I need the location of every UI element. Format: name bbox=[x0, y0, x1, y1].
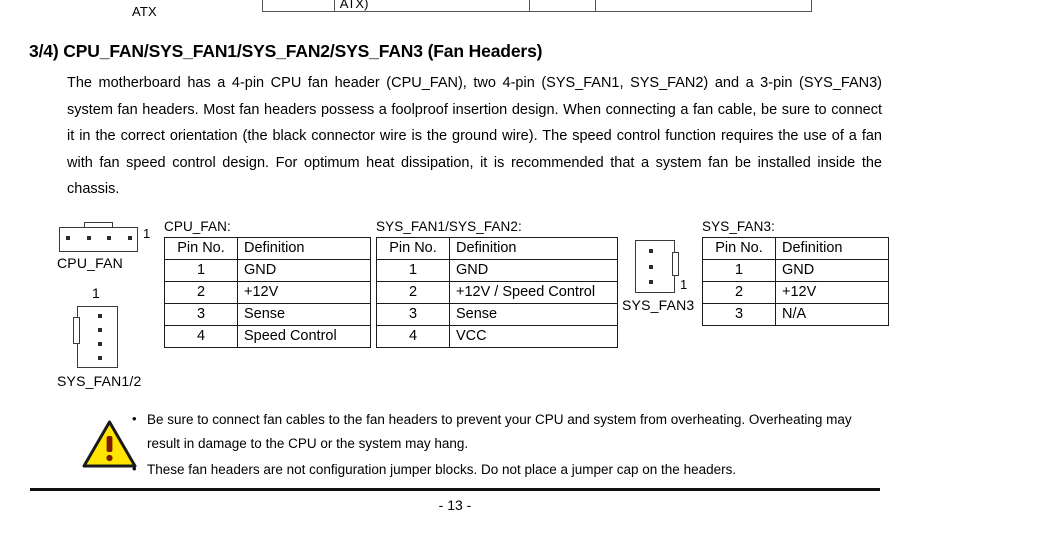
cell-pin-no: 3 bbox=[702, 303, 776, 326]
pin-dot bbox=[649, 280, 653, 284]
sys-fan12-pin-table-block: SYS_FAN1/SYS_FAN2: Pin No. Definition 1 … bbox=[376, 219, 618, 348]
table-row: 4 VCC bbox=[376, 325, 618, 348]
cpu-fan-caption: CPU_FAN bbox=[57, 255, 123, 271]
section-heading: 3/4) CPU_FAN/SYS_FAN1/SYS_FAN2/SYS_FAN3 … bbox=[29, 41, 543, 61]
cell-definition: +12V / Speed Control bbox=[449, 281, 618, 304]
column-header-pin-no: Pin No. bbox=[164, 237, 238, 260]
cpu-fan-pin-table: Pin No. Definition 1 GND 2 +12V 3 Sense … bbox=[164, 237, 371, 348]
cpu-fan-pin-one-label: 1 bbox=[143, 226, 151, 241]
sys-fan3-connector-pins bbox=[649, 249, 653, 284]
table-row: 3 Sense bbox=[164, 303, 371, 326]
sys-fan3-pin-one-label: 1 bbox=[680, 277, 688, 292]
sys-fan12-connector-pins bbox=[98, 314, 102, 360]
table-row: 2 +12V bbox=[164, 281, 371, 304]
cell-pin-no: 4 bbox=[376, 325, 450, 348]
sys-fan3-pin-table-block: SYS_FAN3: Pin No. Definition 1 GND 2 +12… bbox=[702, 219, 889, 326]
cpu-fan-connector-pins bbox=[66, 236, 132, 240]
cell-definition: VCC bbox=[449, 325, 618, 348]
column-header-definition: Definition bbox=[449, 237, 618, 260]
table-row: 1 GND bbox=[376, 259, 618, 282]
table-row: 1 GND bbox=[164, 259, 371, 282]
sys-fan12-pin-one-label: 1 bbox=[92, 285, 100, 301]
cell-definition: GND bbox=[449, 259, 618, 282]
fragment-cell-2: ATX) bbox=[335, 0, 531, 11]
table-row: 2 +12V bbox=[702, 281, 889, 304]
cell-pin-no: 2 bbox=[164, 281, 238, 304]
page-number: - 13 - bbox=[438, 497, 472, 513]
cell-pin-no: 1 bbox=[376, 259, 450, 282]
table-row: 3 Sense bbox=[376, 303, 618, 326]
fragment-cell-4 bbox=[596, 0, 811, 11]
pin-dot bbox=[66, 236, 70, 240]
sys-fan12-pin-table-title: SYS_FAN1/SYS_FAN2: bbox=[376, 219, 522, 234]
cell-pin-no: 3 bbox=[376, 303, 450, 326]
table-header-row: Pin No. Definition bbox=[164, 237, 371, 260]
section-paragraph: The motherboard has a 4-pin CPU fan head… bbox=[67, 75, 882, 197]
pin-dot bbox=[98, 356, 102, 360]
table-header-row: Pin No. Definition bbox=[376, 237, 618, 260]
note-item: Be sure to connect fan cables to the fan… bbox=[132, 407, 885, 456]
cell-pin-no: 2 bbox=[376, 281, 450, 304]
sys-fan12-caption: SYS_FAN1/2 bbox=[57, 373, 142, 389]
cell-definition: N/A bbox=[775, 303, 889, 326]
cpu-fan-connector-diagram bbox=[59, 222, 138, 252]
pin-dot bbox=[107, 236, 112, 240]
pin-dot bbox=[98, 314, 102, 318]
warning-triangle-icon bbox=[82, 420, 137, 468]
cell-definition: +12V bbox=[237, 281, 371, 304]
sys-fan3-pin-table: Pin No. Definition 1 GND 2 +12V 3 N/A bbox=[702, 237, 889, 326]
sys-fan3-connector-notch bbox=[672, 252, 679, 276]
pin-dot bbox=[127, 236, 132, 240]
sys-fan3-connector-diagram bbox=[635, 240, 679, 293]
cpu-fan-pin-table-block: CPU_FAN: Pin No. Definition 1 GND 2 +12V… bbox=[164, 219, 371, 348]
cell-definition: Sense bbox=[449, 303, 618, 326]
cell-definition: +12V bbox=[775, 281, 889, 304]
cell-definition: Sense bbox=[237, 303, 371, 326]
cell-pin-no: 1 bbox=[164, 259, 238, 282]
cell-pin-no: 3 bbox=[164, 303, 238, 326]
fragment-cell-1 bbox=[263, 0, 335, 11]
sys-fan3-caption: SYS_FAN3 bbox=[622, 297, 695, 313]
fragment-cell-3 bbox=[530, 0, 596, 11]
table-row: 1 GND bbox=[702, 259, 889, 282]
footer-rule bbox=[30, 488, 880, 491]
cpu-fan-connector-shell bbox=[59, 227, 138, 252]
table-row: 3 N/A bbox=[702, 303, 889, 326]
sys-fan3-pin-table-title: SYS_FAN3: bbox=[702, 219, 775, 234]
column-header-pin-no: Pin No. bbox=[376, 237, 450, 260]
pin-dot bbox=[86, 236, 91, 240]
sys-fan12-pin-table: Pin No. Definition 1 GND 2 +12V / Speed … bbox=[376, 237, 618, 348]
table-header-row: Pin No. Definition bbox=[702, 237, 889, 260]
previous-section-table-fragment: ATX) bbox=[262, 0, 812, 12]
sys-fan12-connector-diagram bbox=[73, 306, 118, 368]
cell-definition: Speed Control bbox=[237, 325, 371, 348]
note-item: These fan headers are not configuration … bbox=[132, 457, 885, 482]
column-header-definition: Definition bbox=[237, 237, 371, 260]
cpu-fan-pin-table-title: CPU_FAN: bbox=[164, 219, 231, 234]
cell-pin-no: 1 bbox=[702, 259, 776, 282]
cell-definition: GND bbox=[775, 259, 889, 282]
pin-dot bbox=[98, 342, 102, 346]
pin-dot bbox=[98, 328, 102, 332]
cpu-fan-connector-notch bbox=[84, 222, 113, 229]
table-row: 4 Speed Control bbox=[164, 325, 371, 348]
cell-definition: GND bbox=[237, 259, 371, 282]
pin-dot bbox=[649, 264, 653, 269]
column-header-pin-no: Pin No. bbox=[702, 237, 776, 260]
pin-dot bbox=[649, 249, 653, 253]
sys-fan3-connector-shell bbox=[635, 240, 675, 293]
column-header-definition: Definition bbox=[775, 237, 889, 260]
cell-pin-no: 2 bbox=[702, 281, 776, 304]
warning-notes: Be sure to connect fan cables to the fan… bbox=[130, 407, 885, 484]
cell-pin-no: 4 bbox=[164, 325, 238, 348]
sys-fan12-connector-notch bbox=[73, 317, 80, 344]
atx-connector-label: ATX bbox=[132, 4, 157, 19]
table-row: 2 +12V / Speed Control bbox=[376, 281, 618, 304]
